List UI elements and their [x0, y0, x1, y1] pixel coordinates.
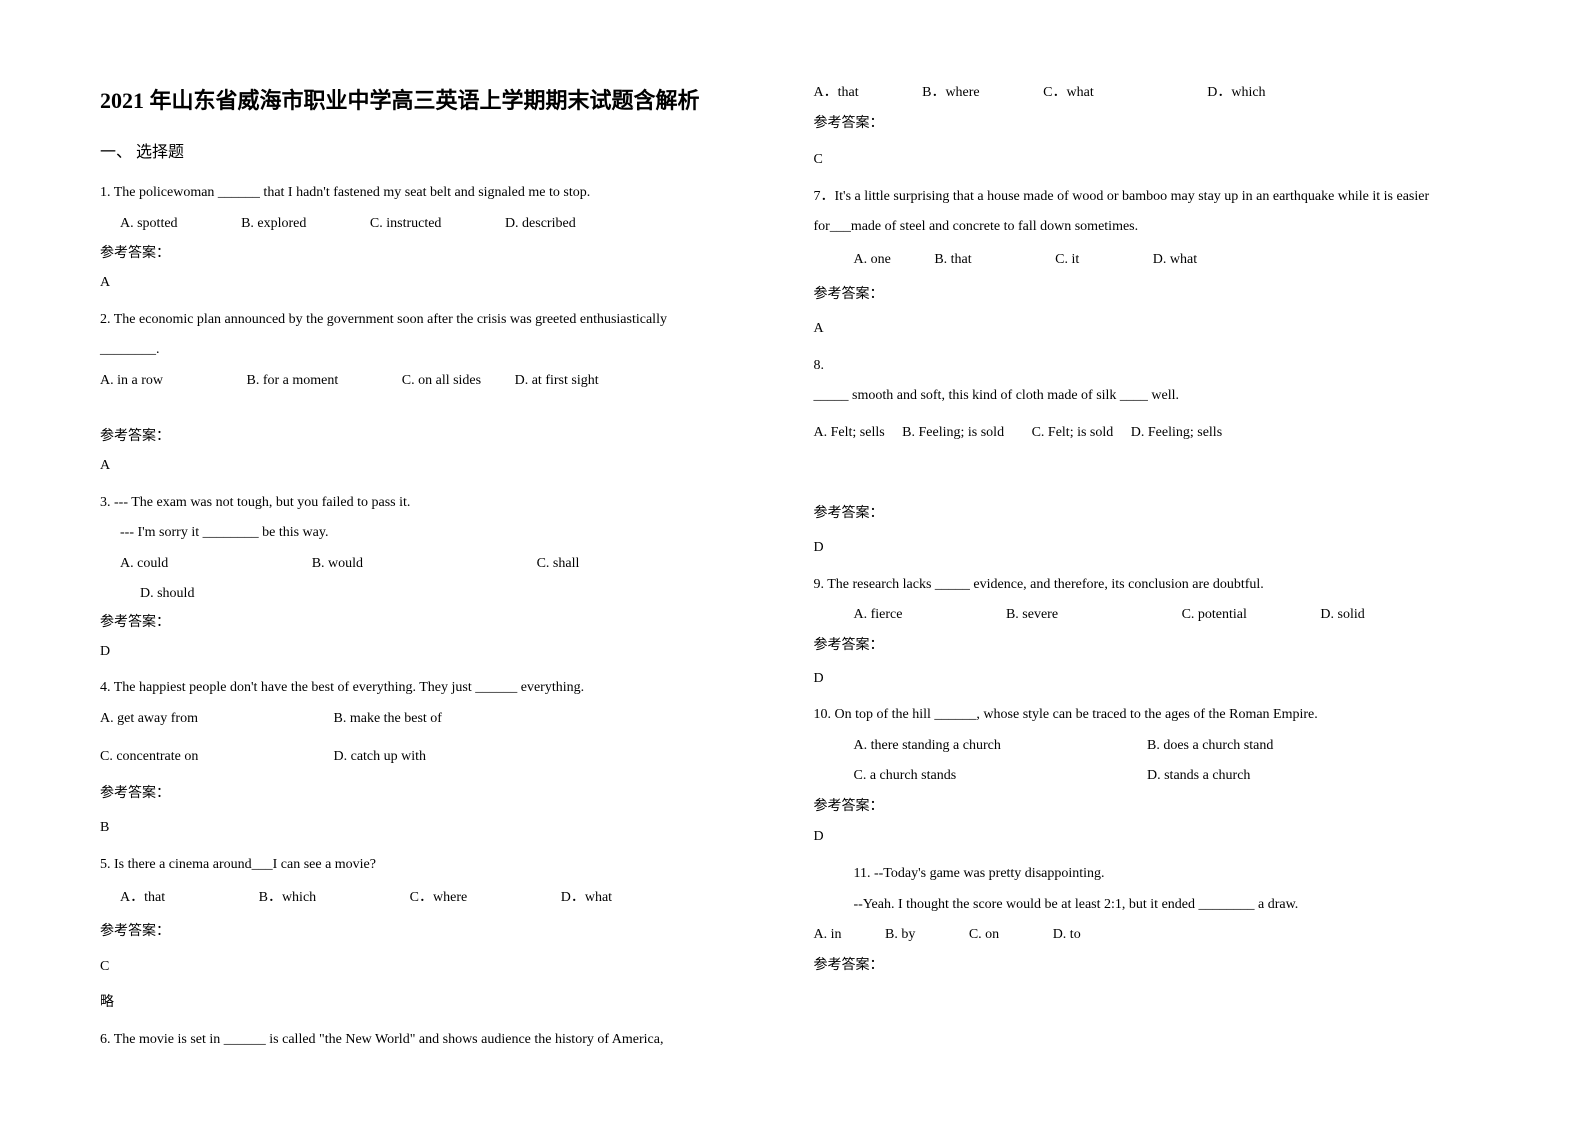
question-10-options-row1: A. there standing a church B. does a chu… — [814, 733, 1488, 760]
question-5: 5. Is there a cinema around___I can see … — [100, 852, 774, 879]
q10-opt-a: A. there standing a church — [854, 733, 1144, 760]
question-6: 6. The movie is set in ______ is called … — [100, 1027, 774, 1054]
q1-answer: A — [100, 270, 774, 297]
q5-opt-d: D．what — [561, 890, 612, 905]
q1-opt-b: B. explored — [241, 211, 306, 238]
q9-opt-b: B. severe — [1006, 602, 1058, 629]
question-9-options: A. fierce B. severe C. potential D. soli… — [814, 602, 1488, 629]
q8-opt-d: D. Feeling; sells — [1131, 425, 1222, 440]
q1-opt-a: A. spotted — [120, 211, 178, 238]
q4-opt-a: A. get away from — [100, 706, 270, 733]
question-2-options: A. in a row B. for a moment C. on all si… — [100, 368, 774, 395]
question-10-options-row2: C. a church stands D. stands a church — [814, 763, 1488, 790]
q6-answer: C — [814, 147, 1488, 174]
q2-opt-d: D. at first sight — [515, 373, 599, 388]
question-2-line1: 2. The economic plan announced by the go… — [100, 307, 774, 334]
answer-label: 参考答案： — [814, 633, 1488, 660]
q10-answer: D — [814, 824, 1488, 851]
q7-answer: A — [814, 316, 1488, 343]
answer-label: 参考答案： — [100, 781, 774, 808]
q4-opt-d: D. catch up with — [334, 749, 427, 764]
document-page: 2021 年山东省威海市职业中学高三英语上学期期末试题含解析 一、 选择题 1.… — [100, 80, 1487, 1062]
document-title: 2021 年山东省威海市职业中学高三英语上学期期末试题含解析 — [100, 80, 774, 122]
q3-opt-a: A. could — [120, 551, 168, 578]
q7-opt-d: D. what — [1153, 252, 1197, 267]
question-11-line1: 11. --Today's game was pretty disappoint… — [814, 861, 1488, 888]
question-4-options-row2: C. concentrate on D. catch up with — [100, 744, 774, 771]
q6-opt-a: A．that — [814, 80, 859, 107]
q2-opt-a: A. in a row — [100, 368, 163, 395]
answer-label: 参考答案： — [814, 794, 1488, 821]
question-4: 4. The happiest people don't have the be… — [100, 675, 774, 702]
q1-opt-c: C. instructed — [370, 211, 442, 238]
q9-answer: D — [814, 666, 1488, 693]
question-1: 1. The policewoman ______ that I hadn't … — [100, 180, 774, 207]
q10-opt-c: C. a church stands — [854, 763, 1144, 790]
q2-answer: A — [100, 453, 774, 480]
question-8: _____ smooth and soft, this kind of clot… — [814, 383, 1488, 410]
question-9: 9. The research lacks _____ evidence, an… — [814, 572, 1488, 599]
q11-opt-b: B. by — [885, 922, 915, 949]
section-header: 一、 选择题 — [100, 138, 774, 168]
question-11-options: A. in B. by C. on D. to — [814, 922, 1488, 949]
question-7-options: A. one B. that C. it D. what — [814, 247, 1488, 274]
q11-opt-a: A. in — [814, 922, 842, 949]
answer-label: 参考答案： — [100, 424, 774, 451]
question-3-line2: --- I'm sorry it ________ be this way. — [100, 520, 774, 547]
question-3-line1: 3. --- The exam was not tough, but you f… — [100, 490, 774, 517]
answer-label: 参考答案： — [814, 282, 1488, 309]
q4-opt-c: C. concentrate on — [100, 744, 270, 771]
q5-answer: C — [100, 954, 774, 981]
q1-opt-d: D. described — [505, 216, 576, 231]
question-4-options-row1: A. get away from B. make the best of — [100, 706, 774, 733]
q9-opt-a: A. fierce — [854, 602, 903, 629]
question-8-num: 8. — [814, 353, 1488, 380]
answer-label: 参考答案： — [814, 501, 1488, 528]
question-6-options: A．that B．where C．what D．which — [814, 80, 1488, 107]
q5-opt-a: A．that — [120, 885, 165, 912]
q8-opt-a: A. Felt; sells — [814, 420, 885, 447]
q3-answer: D — [100, 639, 774, 666]
question-3-options: A. could B. would C. shall — [100, 551, 774, 578]
q6-opt-c: C．what — [1043, 80, 1094, 107]
question-7-line2: for___made of steel and concrete to fall… — [814, 214, 1488, 241]
q10-opt-d: D. stands a church — [1147, 768, 1250, 783]
q8-opt-b: B. Feeling; is sold — [902, 420, 1004, 447]
question-1-options: A. spotted B. explored C. instructed D. … — [100, 211, 774, 238]
answer-label: 参考答案： — [814, 111, 1488, 138]
question-8-options: A. Felt; sells B. Feeling; is sold C. Fe… — [814, 420, 1488, 447]
q3-opt-b: B. would — [312, 551, 363, 578]
q5-opt-b: B．which — [259, 885, 317, 912]
q6-opt-d: D．which — [1207, 85, 1265, 100]
q2-opt-b: B. for a moment — [247, 368, 339, 395]
q10-opt-b: B. does a church stand — [1147, 738, 1273, 753]
q7-opt-a: A. one — [854, 247, 891, 274]
q6-opt-b: B．where — [922, 80, 980, 107]
q4-opt-b: B. make the best of — [334, 711, 442, 726]
q5-opt-c: C．where — [410, 885, 468, 912]
q7-opt-b: B. that — [934, 247, 971, 274]
q8-opt-c: C. Felt; is sold — [1032, 420, 1114, 447]
q7-opt-c: C. it — [1055, 247, 1079, 274]
q11-opt-c: C. on — [969, 922, 999, 949]
answer-label: 参考答案： — [100, 919, 774, 946]
q9-opt-c: C. potential — [1182, 602, 1247, 629]
answer-label: 参考答案： — [100, 241, 774, 268]
q11-opt-d: D. to — [1053, 927, 1081, 942]
q4-answer: B — [100, 815, 774, 842]
question-2-line2: ________. — [100, 337, 774, 364]
answer-label: 参考答案： — [814, 953, 1488, 980]
answer-label: 参考答案： — [100, 610, 774, 637]
q3-opt-d: D. should — [100, 581, 774, 608]
omitted-text: 略 — [100, 990, 774, 1017]
q9-opt-d: D. solid — [1320, 607, 1364, 622]
question-11-line2: --Yeah. I thought the score would be at … — [814, 892, 1488, 919]
q3-opt-c: C. shall — [537, 556, 580, 571]
question-10: 10. On top of the hill ______, whose sty… — [814, 702, 1488, 729]
q8-answer: D — [814, 535, 1488, 562]
question-5-options: A．that B．which C．where D．what — [100, 885, 774, 912]
question-7-line1: 7．It's a little surprising that a house … — [814, 184, 1488, 211]
q2-opt-c: C. on all sides — [402, 368, 481, 395]
